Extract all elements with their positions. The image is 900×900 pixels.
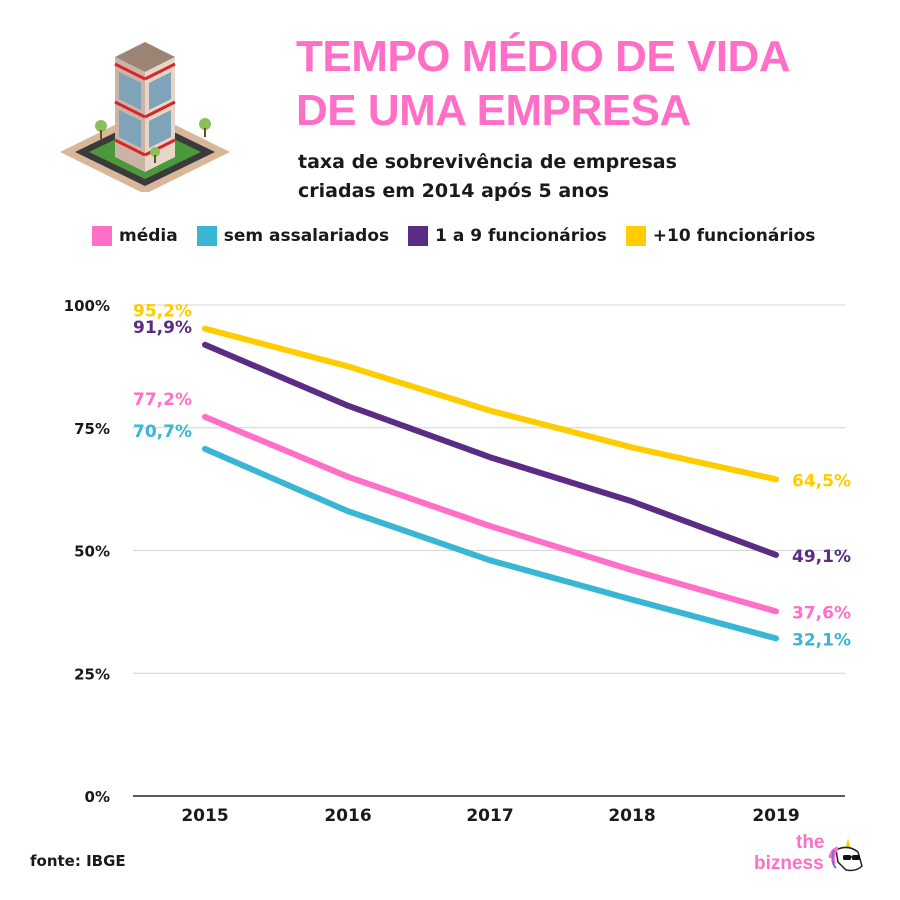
- series-line: [202, 325, 779, 483]
- data-label-start: 77,2%: [133, 390, 192, 410]
- legend-item-1-a-9: 1 a 9 funcionários: [408, 226, 607, 246]
- y-tick-label: 25%: [74, 665, 110, 683]
- legend-label-media: média: [119, 226, 178, 246]
- legend-item-sem-assalariados: sem assalariados: [196, 226, 390, 246]
- series-line: [202, 341, 779, 558]
- x-tick-label: 2017: [466, 806, 513, 826]
- legend-item-media: média: [92, 226, 178, 246]
- page-title: TEMPO MÉDIO DE VIDA DE UMA EMPRESA: [296, 30, 791, 138]
- subtitle-line-2: criadas em 2014 após 5 anos: [298, 180, 610, 202]
- brand-logo: the bizness: [748, 833, 868, 883]
- legend-swatch-1-a-9: [408, 226, 429, 246]
- data-label-end: 37,6%: [792, 603, 851, 623]
- x-tick-label: 2015: [181, 806, 228, 826]
- subtitle: taxa de sobrevivência de empresas criada…: [298, 148, 677, 206]
- title-line-1: TEMPO MÉDIO DE VIDA: [296, 32, 791, 81]
- y-tick-label: 75%: [74, 420, 110, 438]
- logo-text-bizness: bizness: [754, 853, 824, 874]
- data-label-start: 95,2%: [133, 302, 192, 322]
- data-label-end: 64,5%: [792, 471, 851, 491]
- legend-label-mais-10: +10 funcionários: [652, 226, 816, 246]
- legend-label-sem-assalariados: sem assalariados: [223, 226, 390, 246]
- y-tick-label: 50%: [74, 543, 110, 561]
- subtitle-line-1: taxa de sobrevivência de empresas: [298, 151, 677, 173]
- title-line-2: DE UMA EMPRESA: [296, 86, 691, 135]
- legend-swatch-media: [92, 226, 112, 246]
- data-label-start: 70,7%: [133, 422, 192, 442]
- legend-swatch-mais-10: [625, 226, 646, 246]
- series-line: [202, 413, 779, 615]
- legend-label-1-a-9: 1 a 9 funcionários: [435, 226, 607, 246]
- data-label-end: 49,1%: [792, 547, 851, 567]
- x-tick-label: 2016: [324, 806, 371, 826]
- x-tick-label: 2018: [608, 806, 655, 826]
- unicorn-icon: [828, 838, 863, 872]
- legend-item-mais-10: +10 funcionários: [625, 226, 816, 246]
- data-label-end: 32,1%: [792, 630, 851, 650]
- x-tick-label: 2019: [752, 806, 799, 826]
- logo-text-the: the: [796, 832, 825, 853]
- data-label-start: 91,9%: [133, 318, 192, 338]
- y-tick-label: 100%: [64, 297, 110, 315]
- source-note: fonte: IBGE: [30, 852, 126, 870]
- chart-legend: média sem assalariados 1 a 9 funcionário…: [92, 226, 834, 246]
- legend-swatch-sem-assalariados: [196, 226, 217, 246]
- series-line: [202, 445, 779, 642]
- y-tick-label: 0%: [85, 788, 110, 806]
- building-icon: [60, 42, 230, 192]
